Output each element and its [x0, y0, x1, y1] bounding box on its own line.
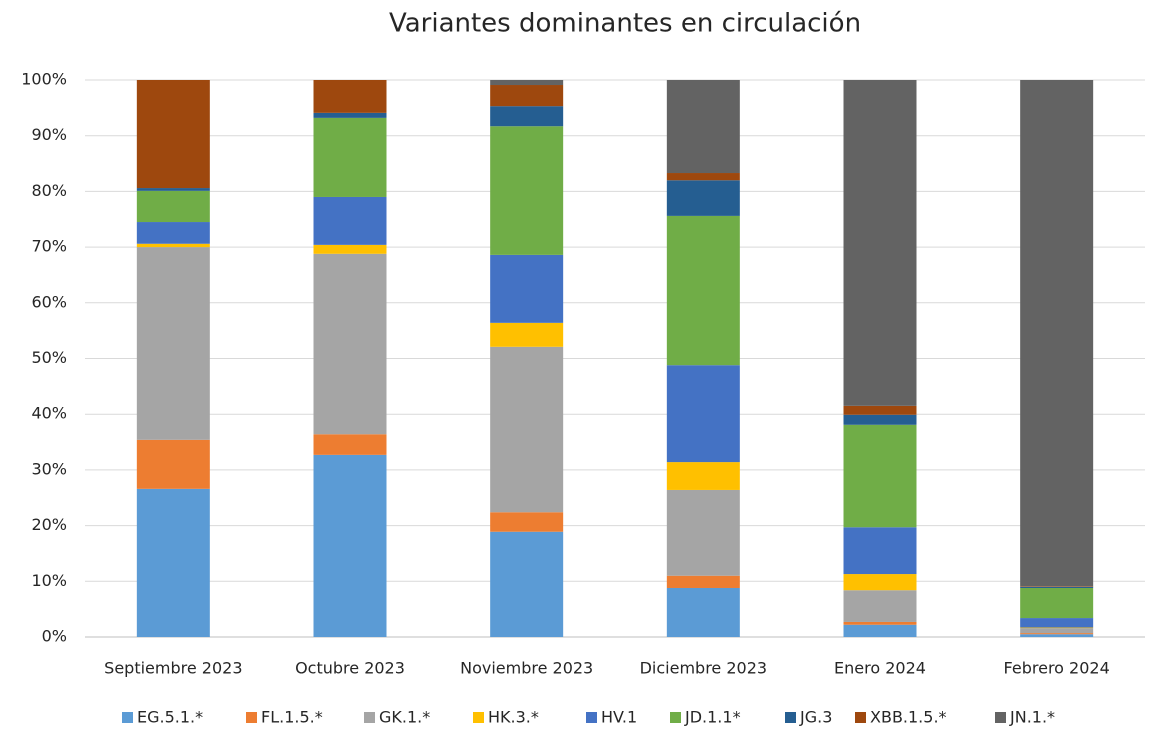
- bar-segment: [1020, 586, 1094, 588]
- legend-label: JD.1.1*: [684, 708, 741, 727]
- bar-segment: [490, 512, 564, 532]
- x-tick-label: Noviembre 2023: [460, 659, 593, 678]
- bar-segment: [313, 253, 387, 435]
- bar-segment: [313, 244, 387, 254]
- legend-swatch: [122, 712, 133, 723]
- bar-segment: [666, 587, 740, 637]
- bar-segment: [843, 527, 917, 575]
- legend-label: HV.1: [601, 708, 637, 727]
- bar-segment: [136, 439, 210, 489]
- bar-segment: [666, 80, 740, 174]
- bar-segment: [313, 434, 387, 455]
- bar-segment: [666, 462, 740, 490]
- bar-segment: [490, 531, 564, 637]
- bar-segment: [490, 346, 564, 513]
- bar-segment: [313, 196, 387, 245]
- bar-segment: [136, 188, 210, 191]
- bar-segment: [490, 322, 564, 347]
- y-tick-label: 80%: [31, 181, 67, 200]
- bar-segment: [490, 254, 564, 323]
- bar-segment: [666, 215, 740, 366]
- y-tick-label: 90%: [31, 125, 67, 144]
- bar-segment: [1020, 587, 1094, 619]
- y-tick-label: 40%: [31, 404, 67, 423]
- y-tick-label: 60%: [31, 292, 67, 311]
- bar-segment: [666, 365, 740, 463]
- y-tick-label: 100%: [21, 70, 67, 89]
- x-tick-label: Octubre 2023: [295, 659, 405, 678]
- y-tick-label: 10%: [31, 571, 67, 590]
- bar-segment: [313, 117, 387, 197]
- legend-swatch: [995, 712, 1006, 723]
- bar-segment: [1020, 586, 1094, 587]
- y-tick-label: 20%: [31, 515, 67, 534]
- bar-segment: [1020, 633, 1094, 635]
- bar-segment: [136, 247, 210, 440]
- bar-segment: [666, 173, 740, 181]
- y-tick-label: 0%: [42, 627, 67, 646]
- bar-segment: [136, 488, 210, 637]
- x-tick-label: Febrero 2024: [1004, 659, 1110, 678]
- legend-label: FL.1.5.*: [261, 708, 323, 727]
- legend-label: XBB.1.5.*: [870, 708, 947, 727]
- legend-swatch: [670, 712, 681, 723]
- legend-label: JN.1.*: [1009, 708, 1055, 727]
- legend-swatch: [364, 712, 375, 723]
- bar-segment: [1020, 634, 1094, 637]
- bar-segment: [490, 126, 564, 255]
- bar-segment: [1020, 627, 1094, 629]
- bar-segment: [136, 80, 210, 189]
- bar-segment: [843, 414, 917, 425]
- bar-segment: [843, 424, 917, 528]
- bar-segment: [666, 575, 740, 588]
- bar-segment: [843, 80, 917, 406]
- legend-swatch: [586, 712, 597, 723]
- bar-segment: [313, 112, 387, 118]
- legend-label: JG.3: [799, 708, 832, 727]
- bar-segment: [136, 222, 210, 244]
- bar-segment: [666, 180, 740, 216]
- bar-segment: [313, 80, 387, 113]
- bar-segment: [843, 624, 917, 637]
- bar-segment: [136, 190, 210, 223]
- chart-title: Variantes dominantes en circulación: [389, 9, 861, 39]
- x-tick-label: Septiembre 2023: [104, 659, 242, 678]
- bar-segment: [490, 80, 564, 86]
- y-tick-label: 30%: [31, 459, 67, 478]
- bar-segment: [843, 405, 917, 415]
- legend-swatch: [473, 712, 484, 723]
- bar-segment: [843, 574, 917, 591]
- bar-segment: [843, 590, 917, 622]
- bar-segment: [136, 243, 210, 248]
- bar-segment: [1020, 618, 1094, 628]
- bar-segment: [843, 621, 917, 625]
- legend-swatch: [785, 712, 796, 723]
- legend-label: HK.3.*: [488, 708, 539, 727]
- y-tick-label: 70%: [31, 237, 67, 256]
- bar-segment: [1020, 80, 1094, 587]
- x-tick-label: Diciembre 2023: [640, 659, 767, 678]
- legend-swatch: [246, 712, 257, 723]
- bar-segment: [490, 85, 564, 107]
- x-tick-label: Enero 2024: [834, 659, 926, 678]
- bar-segment: [666, 489, 740, 576]
- legend-label: EG.5.1.*: [137, 708, 203, 727]
- bar-segment: [1020, 628, 1094, 634]
- legend-label: GK.1.*: [379, 708, 430, 727]
- legend-swatch: [855, 712, 866, 723]
- y-tick-label: 50%: [31, 348, 67, 367]
- bar-segment: [313, 454, 387, 637]
- bar-segment: [490, 106, 564, 127]
